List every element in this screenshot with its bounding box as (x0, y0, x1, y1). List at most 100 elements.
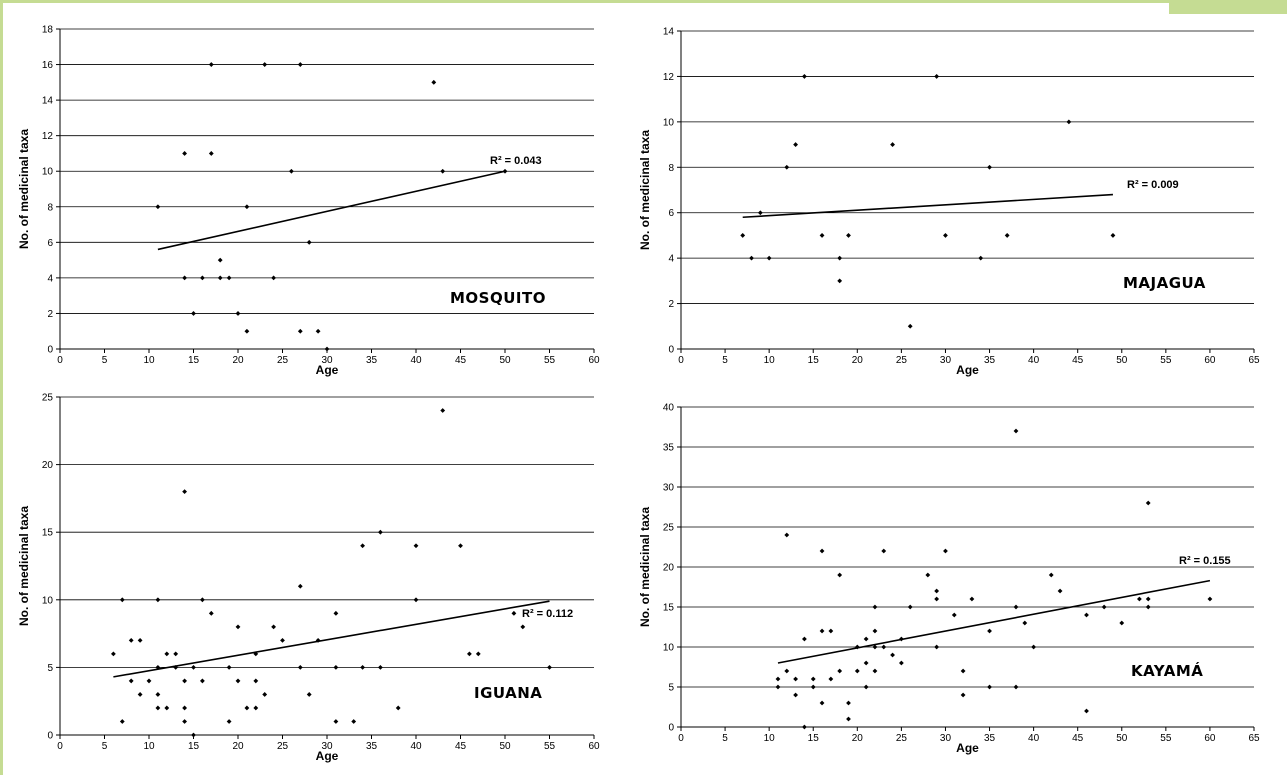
chart-iguana-x-tick-label: 0 (57, 741, 63, 752)
chart-iguana-point (244, 705, 250, 711)
chart-mosquito-x-tick-label: 25 (277, 355, 289, 366)
chart-iguana-point (235, 624, 241, 630)
chart-kayama-point (1101, 604, 1107, 610)
chart-iguana-point (235, 678, 241, 684)
chart-iguana-point (119, 597, 125, 603)
chart-iguana-y-tick-label: 5 (47, 663, 53, 674)
chart-majagua-y-tick-label: 6 (668, 208, 674, 219)
chart-kayama-point (1137, 596, 1142, 602)
chart-kayama-point (1013, 684, 1019, 690)
chart-kayama-y-axis-title: No. of medicinal taxa (638, 507, 652, 627)
chart-kayama-y-tick-label: 30 (663, 483, 675, 494)
chart-iguana-y-tick-label: 25 (42, 393, 54, 404)
chart-kayama-point (819, 700, 825, 706)
chart-kayama-x-tick-label: 35 (984, 733, 996, 744)
chart-majagua-x-tick-label: 60 (1204, 355, 1216, 366)
chart-iguana-point (458, 543, 463, 549)
chart-iguana-point (511, 610, 517, 616)
chart-kayama-r2-label: R² = 0.155 (1179, 555, 1231, 567)
chart-mosquito-point (289, 168, 294, 174)
chart-kayama-point (854, 644, 860, 650)
chart-mosquito-x-tick-label: 45 (455, 355, 467, 366)
chart-mosquito-point (226, 275, 232, 281)
chart-majagua-point (934, 74, 940, 79)
chart-kayama-point (881, 548, 887, 554)
chart-kayama-panel-label: KAYAMÁ (1131, 661, 1203, 680)
chart-mosquito-point (315, 328, 321, 334)
chart-kayama-point (1145, 596, 1151, 602)
chart-majagua-x-tick-label: 10 (764, 355, 776, 366)
chart-mosquito-point (324, 346, 330, 352)
chart-kayama-point (854, 668, 860, 674)
chart-majagua: 0 2 4 6 8 10 12 14 0 5 10 15 20 25 30 35 40 45 50 55 60 65 Age… (638, 27, 1260, 378)
chart-iguana-point (547, 665, 552, 670)
chart-mosquito-point (182, 151, 187, 156)
chart-iguana-point (333, 665, 339, 670)
chart-kayama-point (1013, 604, 1019, 610)
chart-mosquito-point (244, 204, 250, 210)
chart-mosquito-x-axis-title: Age (316, 363, 339, 377)
chart-iguana-y-axis-title: No. of medicinal taxa (17, 506, 31, 626)
chart-iguana-point (111, 651, 116, 657)
chart-iguana-x-tick-label: 60 (588, 741, 600, 752)
chart-iguana-point (200, 678, 205, 684)
chart-kayama-point (1013, 428, 1019, 434)
chart-iguana-point (146, 678, 152, 684)
chart-majagua-point (740, 233, 746, 238)
chart-mosquito-point (208, 151, 214, 156)
chart-iguana-point (182, 489, 187, 495)
chart-iguana-point (226, 719, 232, 724)
chart-kayama-x-tick-label: 65 (1248, 733, 1260, 744)
chart-iguana-point (182, 719, 187, 724)
chart-iguana-point (378, 665, 383, 670)
chart-mosquito: 0 2 4 6 8 10 12 14 16 18 0 5 10 15 20 25 30 35 40 45 50 55 60 A… (17, 25, 600, 378)
chart-iguana-y-tick-label: 10 (42, 595, 54, 606)
chart-kayama-point (890, 652, 895, 658)
chart-iguana-point (119, 719, 125, 724)
chart-majagua-point (1066, 119, 1072, 125)
chart-mosquito-panel-label: MOSQUITO (450, 289, 546, 307)
chart-kayama-point (960, 668, 966, 674)
chart-kayama-point (872, 644, 878, 650)
chart-majagua-x-tick-label: 0 (678, 355, 684, 366)
chart-iguana-point (191, 732, 196, 738)
chart-iguana-point (253, 678, 259, 684)
chart-mosquito-point (262, 62, 268, 67)
chart-iguana-point (315, 637, 321, 643)
chart-majagua-y-tick-label: 2 (668, 299, 674, 310)
chart-iguana-point (191, 665, 196, 670)
chart-kayama-point (898, 660, 904, 666)
chart-kayama-x-tick-label: 60 (1204, 733, 1216, 744)
chart-kayama-y-tick-label: 25 (663, 523, 675, 534)
chart-iguana-point (208, 610, 214, 616)
chart-iguana-point (137, 637, 143, 643)
chart-kayama-x-tick-label: 45 (1072, 733, 1084, 744)
chart-kayama-point (925, 572, 931, 578)
chart-kayama-point (987, 628, 992, 634)
chart-iguana-x-axis-title: Age (316, 749, 339, 763)
chart-kayama-point (881, 644, 887, 650)
chart-mosquito-y-tick-label: 10 (42, 167, 54, 178)
chart-kayama-x-axis-title: Age (956, 741, 979, 755)
chart-kayama-point (863, 684, 869, 690)
chart-mosquito-x-tick-label: 30 (321, 355, 333, 366)
chart-kayama-x-tick-label: 10 (764, 733, 776, 744)
chart-iguana-point (297, 665, 303, 670)
chart-majagua-point (837, 255, 843, 261)
chart-kayama-x-tick-label: 20 (852, 733, 864, 744)
chart-kayama-point (1207, 596, 1213, 602)
chart-kayama-point (784, 668, 790, 674)
chart-kayama-point (969, 596, 975, 602)
chart-iguana-point (155, 597, 161, 603)
chart-majagua-y-tick-label: 12 (663, 72, 675, 83)
chart-majagua-point (907, 323, 913, 329)
chart-mosquito-y-tick-label: 2 (47, 309, 53, 320)
chart-iguana-point (413, 543, 419, 549)
chart-majagua-point (943, 233, 948, 238)
chart-mosquito-point (200, 275, 205, 281)
chart-mosquito-point (431, 79, 437, 85)
chart-kayama-point (1057, 588, 1063, 594)
chart-kayama-point (934, 644, 940, 650)
chart-kayama-point (1048, 572, 1054, 578)
